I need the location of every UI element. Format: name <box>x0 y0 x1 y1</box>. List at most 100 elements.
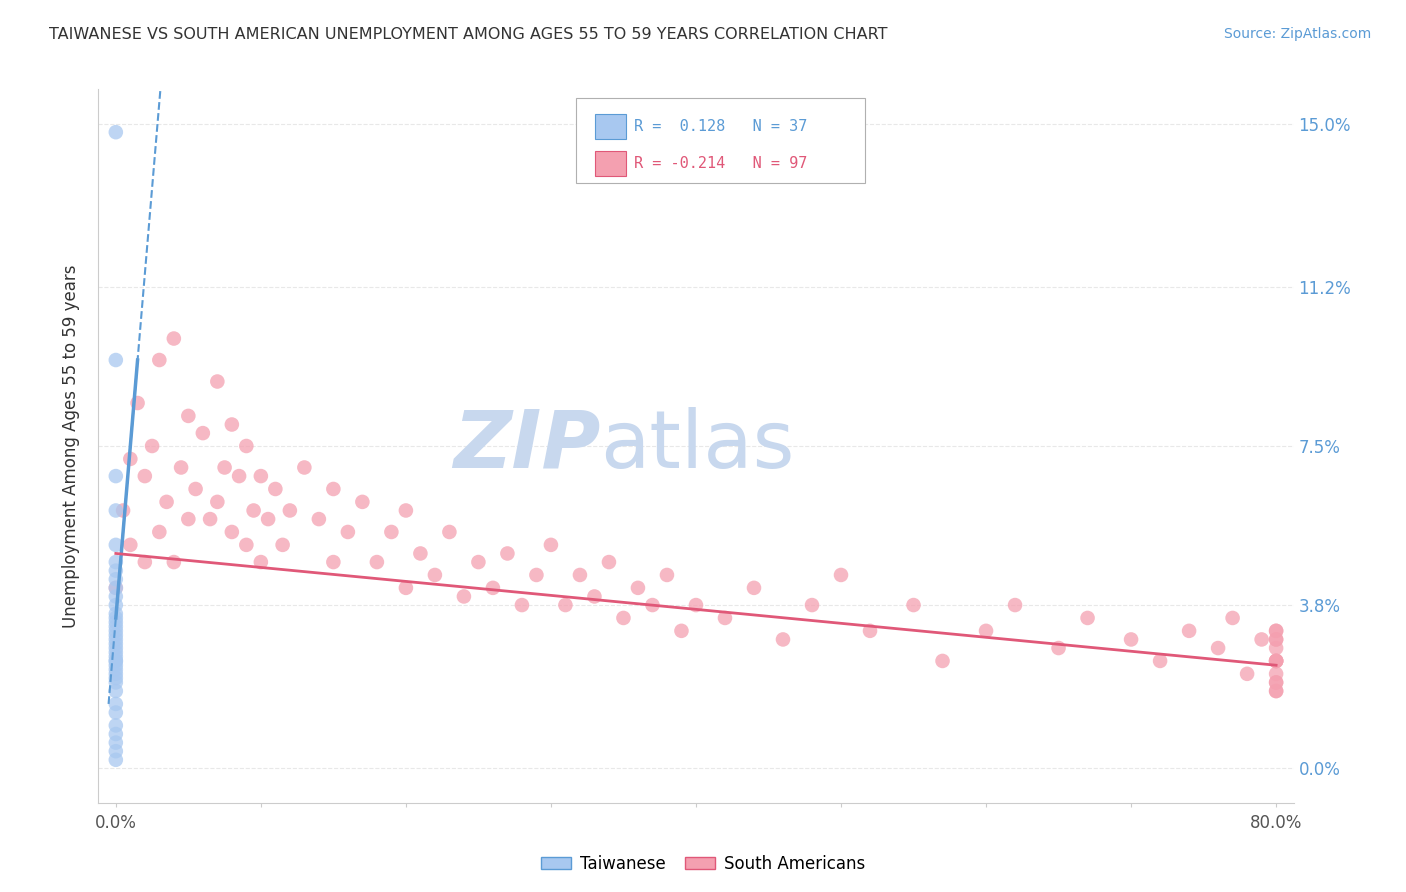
Point <box>104 590 127 604</box>
Point <box>104 607 127 621</box>
Point <box>801 598 824 612</box>
Point <box>104 675 127 690</box>
Point <box>641 598 664 612</box>
Point <box>104 727 127 741</box>
Point <box>1265 675 1288 690</box>
Point <box>177 512 200 526</box>
Point <box>104 598 127 612</box>
Point <box>336 524 359 539</box>
Text: TAIWANESE VS SOUTH AMERICAN UNEMPLOYMENT AMONG AGES 55 TO 59 YEARS CORRELATION C: TAIWANESE VS SOUTH AMERICAN UNEMPLOYMENT… <box>49 27 887 42</box>
Point <box>104 628 127 642</box>
Point <box>1047 641 1070 656</box>
Point <box>120 538 142 552</box>
Text: atlas: atlas <box>600 407 794 485</box>
Point <box>104 619 127 633</box>
Point <box>104 564 127 578</box>
Point <box>1206 641 1229 656</box>
Text: R = -0.214   N = 97: R = -0.214 N = 97 <box>634 156 807 170</box>
Point <box>685 598 707 612</box>
Point <box>271 538 294 552</box>
Point <box>903 598 925 612</box>
Point <box>395 581 418 595</box>
Point <box>395 503 418 517</box>
Point <box>352 495 374 509</box>
Point <box>583 590 606 604</box>
Point <box>1077 611 1099 625</box>
Point <box>104 666 127 681</box>
Point <box>439 524 461 539</box>
Point <box>1250 632 1272 647</box>
Point <box>612 611 634 625</box>
Legend: Taiwanese, South Americans: Taiwanese, South Americans <box>534 848 872 880</box>
Point <box>221 524 243 539</box>
Point <box>467 555 489 569</box>
Point <box>1004 598 1026 612</box>
Point <box>112 503 135 517</box>
Point <box>198 512 221 526</box>
Point <box>931 654 953 668</box>
Point <box>772 632 794 647</box>
Point <box>496 546 519 560</box>
Point <box>104 555 127 569</box>
Point <box>264 482 287 496</box>
Point <box>104 649 127 664</box>
Point <box>184 482 207 496</box>
Point <box>104 684 127 698</box>
Point <box>1265 654 1288 668</box>
Point <box>104 654 127 668</box>
Point <box>148 524 170 539</box>
Text: R =  0.128   N = 37: R = 0.128 N = 37 <box>634 120 807 135</box>
Point <box>308 512 330 526</box>
Point <box>1119 632 1142 647</box>
Point <box>627 581 650 595</box>
Point <box>830 568 852 582</box>
Point <box>235 538 257 552</box>
Point <box>148 353 170 368</box>
Point <box>1149 654 1171 668</box>
Point <box>104 671 127 685</box>
Point <box>104 611 127 625</box>
Point <box>207 495 229 509</box>
Point <box>242 503 264 517</box>
Point <box>104 125 127 139</box>
Point <box>257 512 280 526</box>
Point <box>228 469 250 483</box>
Point <box>671 624 693 638</box>
Point <box>1265 666 1288 681</box>
Text: Source: ZipAtlas.com: Source: ZipAtlas.com <box>1223 27 1371 41</box>
Point <box>134 469 156 483</box>
Point <box>163 332 186 346</box>
Point <box>104 744 127 758</box>
Text: ZIP: ZIP <box>453 407 600 485</box>
Point <box>104 697 127 711</box>
Point <box>104 538 127 552</box>
Point <box>235 439 257 453</box>
Point <box>1222 611 1244 625</box>
Point <box>104 736 127 750</box>
Point <box>221 417 243 432</box>
Point <box>1265 684 1288 698</box>
Point <box>409 546 432 560</box>
Point <box>292 460 315 475</box>
Y-axis label: Unemployment Among Ages 55 to 59 years: Unemployment Among Ages 55 to 59 years <box>62 264 80 628</box>
Point <box>1265 624 1288 638</box>
Point <box>322 555 344 569</box>
Point <box>250 469 273 483</box>
Point <box>191 426 214 441</box>
Point <box>163 555 186 569</box>
Point <box>104 624 127 638</box>
Point <box>104 581 127 595</box>
Point <box>1236 666 1258 681</box>
Point <box>1265 675 1288 690</box>
Point <box>1265 632 1288 647</box>
Point <box>104 718 127 732</box>
Point <box>155 495 177 509</box>
Point <box>104 658 127 673</box>
Point <box>104 469 127 483</box>
Point <box>1178 624 1201 638</box>
Point <box>540 538 562 552</box>
Point <box>104 654 127 668</box>
Point <box>104 615 127 630</box>
Point <box>1265 654 1288 668</box>
Point <box>1265 624 1288 638</box>
